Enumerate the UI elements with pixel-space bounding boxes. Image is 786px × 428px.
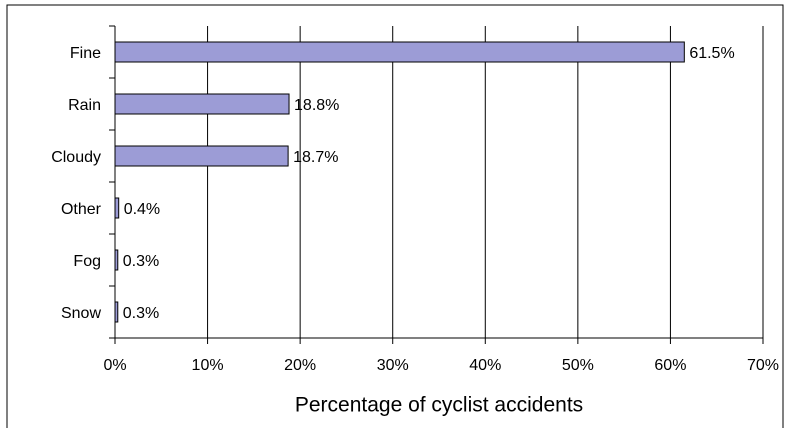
bar bbox=[114, 301, 119, 323]
data-label: 18.7% bbox=[293, 149, 338, 166]
bar bbox=[114, 93, 290, 115]
x-axis-title: Percentage of cyclist accidents bbox=[295, 394, 583, 417]
y-tick-label: Fog bbox=[73, 253, 101, 270]
data-label: 0.3% bbox=[123, 253, 159, 270]
y-tick-label: Other bbox=[61, 201, 102, 218]
data-label: 0.3% bbox=[123, 305, 159, 322]
y-tick-label: Snow bbox=[61, 305, 101, 322]
y-tick-label: Cloudy bbox=[51, 149, 101, 166]
x-tick-label: 20% bbox=[284, 357, 316, 374]
y-tick-label: Fine bbox=[70, 45, 101, 62]
chart-frame bbox=[6, 4, 784, 428]
x-tick-label: 40% bbox=[469, 357, 501, 374]
y-tick-label: Rain bbox=[68, 97, 101, 114]
x-tick-label: 70% bbox=[747, 357, 779, 374]
x-tick-label: 30% bbox=[377, 357, 409, 374]
x-tick-label: 50% bbox=[562, 357, 594, 374]
bar bbox=[114, 41, 685, 63]
x-tick-label: 60% bbox=[654, 357, 686, 374]
x-tick-label: 10% bbox=[192, 357, 224, 374]
data-label: 61.5% bbox=[689, 45, 734, 62]
bar bbox=[114, 249, 119, 271]
data-label: 18.8% bbox=[294, 97, 339, 114]
data-label: 0.4% bbox=[124, 201, 160, 218]
x-tick-label: 0% bbox=[103, 357, 126, 374]
bar bbox=[114, 145, 289, 167]
bar bbox=[114, 197, 120, 219]
